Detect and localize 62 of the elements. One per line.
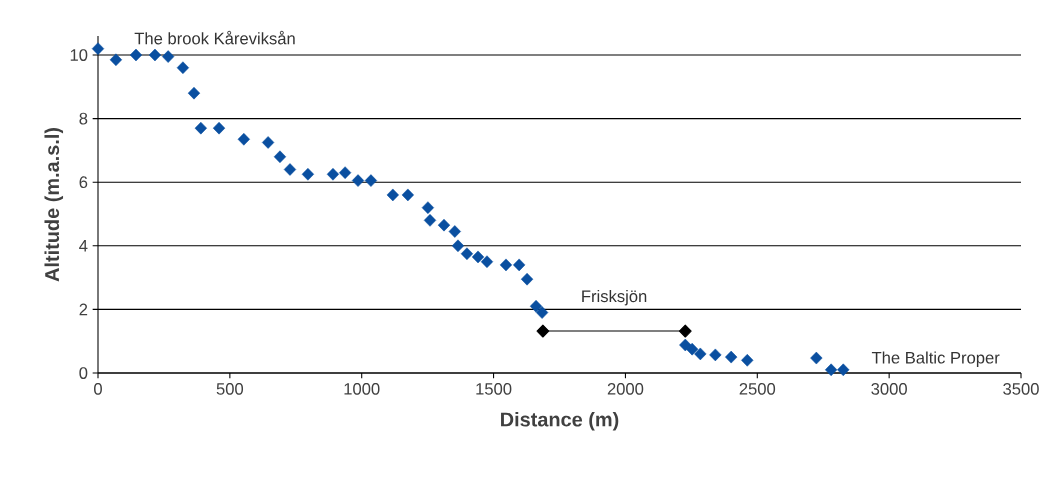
point — [401, 188, 414, 202]
point — [451, 239, 465, 253]
point — [536, 324, 550, 338]
point — [520, 272, 534, 286]
point — [261, 136, 275, 149]
x-tick-label: 2000 — [607, 383, 644, 395]
point — [194, 121, 207, 135]
point — [421, 201, 435, 214]
point — [437, 218, 451, 232]
x-axis-title: Distance (m) — [501, 411, 619, 431]
x-tick-label: 1000 — [344, 383, 380, 395]
y-tick-label: 6 — [79, 176, 88, 189]
point — [326, 167, 340, 181]
point — [535, 306, 549, 319]
point — [273, 150, 287, 164]
point — [162, 50, 175, 63]
point — [129, 48, 143, 62]
y-tick-label: 0 — [79, 367, 88, 379]
annotation: Frisksjön — [582, 289, 647, 306]
x-tick-label: 1500 — [476, 383, 512, 395]
x-tick-label: 0 — [94, 383, 102, 395]
y-tick-label: 8 — [79, 112, 88, 125]
point — [513, 258, 526, 272]
y-tick-label: 10 — [70, 49, 88, 61]
point — [741, 354, 754, 367]
y-tick-label: 4 — [79, 240, 88, 252]
point — [471, 250, 485, 264]
point — [725, 350, 738, 364]
x-tick-label: 500 — [216, 383, 244, 395]
point — [212, 121, 226, 135]
y-axis-title: Altitude (m.a.s.l) — [44, 127, 64, 282]
point — [686, 342, 699, 356]
point — [91, 42, 105, 55]
point — [825, 363, 838, 377]
point — [148, 48, 162, 62]
point — [810, 351, 823, 365]
x-tick-label: 2500 — [739, 383, 776, 395]
y-tick-label: 2 — [79, 303, 88, 316]
x-tick-label: 3000 — [871, 383, 907, 395]
point — [351, 174, 365, 187]
point — [301, 167, 315, 181]
point — [460, 247, 474, 261]
point — [709, 348, 722, 362]
point — [678, 324, 692, 338]
point — [423, 214, 437, 227]
point — [529, 299, 543, 313]
point — [386, 188, 399, 202]
point — [499, 258, 513, 272]
annotation: The Baltic Proper — [871, 351, 1000, 367]
point — [338, 166, 352, 179]
annotation: The brook Kåreviksån — [134, 30, 295, 45]
point — [283, 163, 297, 176]
point — [694, 347, 707, 361]
point — [187, 86, 201, 100]
point — [448, 225, 461, 238]
point — [237, 133, 250, 146]
point — [109, 53, 123, 67]
point — [837, 363, 850, 377]
x-tick-label: 3500 — [1003, 383, 1039, 395]
point — [176, 61, 190, 74]
point — [364, 174, 378, 187]
point — [480, 255, 494, 268]
